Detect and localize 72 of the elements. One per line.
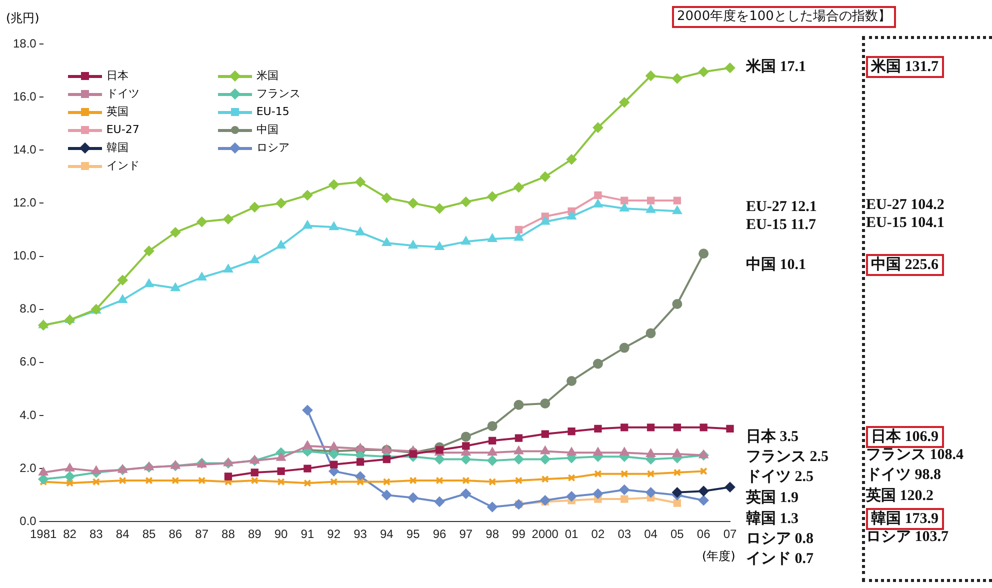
x-tick-label: 03 [618, 527, 632, 542]
legend-label: 中国 [256, 122, 278, 137]
y-tick-label: 0.0 [20, 514, 37, 528]
x-tick-label: 85 [142, 527, 156, 542]
text: 日本 106.9 [866, 426, 944, 448]
text: ドイツ 2.5 [746, 468, 814, 486]
x-tick-label: 99 [512, 527, 526, 542]
text: フランス 2.5 [746, 448, 828, 466]
text: 英国 120.2 [866, 487, 934, 505]
x-tick-label: 93 [354, 527, 368, 542]
text: 英国 1.9 [746, 489, 798, 507]
y-tick-label: 2.0 [20, 460, 37, 475]
x-tick-label: 90 [274, 527, 288, 542]
y-tick-label: 6.0 [20, 354, 37, 369]
x-tick-label: 1981 [30, 527, 58, 542]
text: 韓国 173.9 [866, 508, 944, 530]
y-axis-title: (兆円) [6, 10, 40, 27]
text: 米国 131.7 [866, 56, 944, 78]
legend-label: フランス [256, 86, 300, 101]
text: 中国 10.1 [746, 256, 806, 274]
text: インド 0.7 [746, 550, 814, 568]
y-tick-label: 10.0 [12, 248, 37, 263]
text: EU-15 11.7 [746, 216, 816, 234]
text: ロシア 103.7 [866, 528, 948, 546]
legend-label: 英国 [106, 104, 128, 119]
legend-label: EU-27 [106, 123, 140, 136]
x-tick-label: 87 [195, 527, 209, 542]
x-tick-label: 89 [248, 527, 262, 542]
y-tick-label: 16.0 [12, 89, 37, 104]
x-axis-title: (年度) [702, 548, 736, 565]
legend-label: EU-15 [256, 105, 290, 118]
y-tick-label: 18.0 [12, 36, 37, 50]
text: EU-27 104.2 [866, 196, 944, 214]
x-tick-label: 91 [300, 527, 314, 542]
legend-label: 日本 [106, 68, 128, 83]
x-tick-label: 83 [89, 527, 104, 542]
text: ロシア 0.8 [746, 530, 814, 548]
x-tick-label: 82 [63, 527, 77, 542]
y-tick-label: 14.0 [12, 142, 37, 156]
x-tick-label: 05 [670, 527, 684, 542]
x-tick-label: 84 [116, 527, 130, 542]
text: 2000年度を100とした場合の指数】 [672, 6, 896, 28]
y-tick-label: 8.0 [20, 302, 37, 316]
x-tick-label: 86 [168, 527, 182, 542]
legend-label: ロシア [256, 140, 290, 155]
x-tick-label: 02 [591, 527, 605, 542]
x-tick-label: 04 [644, 527, 658, 542]
text: 米国 17.1 [746, 58, 806, 76]
text: 韓国 1.3 [746, 510, 798, 528]
legend-label: 米国 [256, 68, 278, 83]
x-tick-label: 92 [327, 527, 341, 542]
x-tick-label: 95 [406, 527, 420, 542]
y-tick-label: 4.0 [20, 408, 37, 422]
x-tick-label: 06 [696, 527, 711, 542]
x-tick-label: 96 [432, 527, 446, 542]
x-tick-label: 94 [380, 527, 394, 542]
y-tick-label: 12.0 [12, 196, 37, 210]
text: ドイツ 98.8 [866, 466, 941, 484]
x-tick-label: 97 [459, 527, 473, 542]
x-tick-label: 98 [486, 527, 500, 542]
legend-label: インド [106, 158, 140, 173]
text: 中国 225.6 [866, 254, 944, 276]
x-tick-label: 07 [723, 527, 737, 542]
text: EU-27 12.1 [746, 198, 817, 216]
text: 日本 3.5 [746, 428, 798, 446]
text: EU-15 104.1 [866, 214, 944, 232]
legend-label: 韓国 [106, 140, 128, 155]
x-tick-label: 88 [222, 527, 236, 542]
x-tick-label: 2000 [532, 527, 559, 542]
x-tick-label: 01 [564, 527, 579, 542]
text: フランス 108.4 [866, 446, 964, 464]
legend-label: ドイツ [106, 86, 140, 101]
